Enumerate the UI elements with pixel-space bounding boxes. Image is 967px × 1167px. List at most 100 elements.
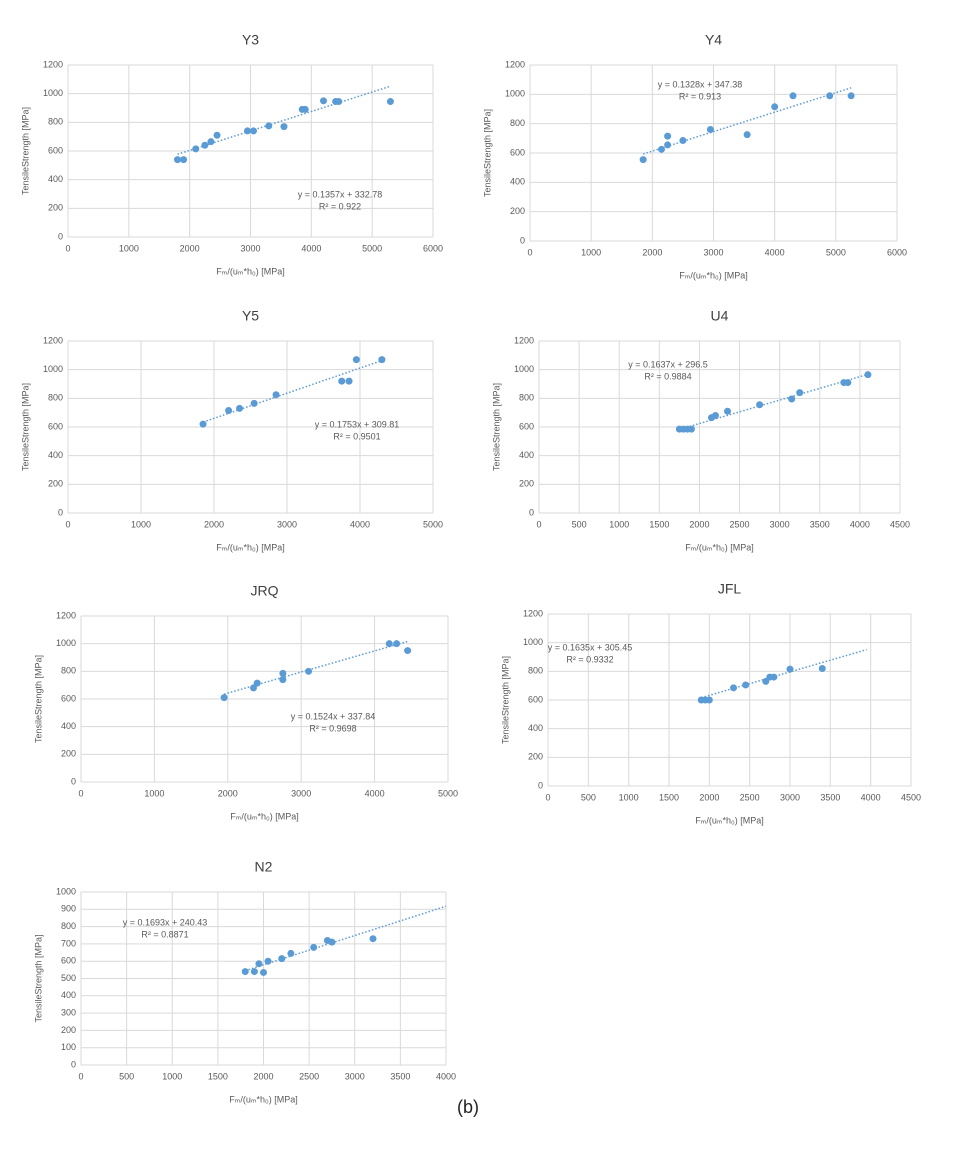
trendline: [642, 87, 852, 155]
x-tick-label: 4500: [890, 519, 910, 529]
x-tick-label: 3000: [291, 788, 311, 798]
x-tick-label: 6000: [423, 243, 443, 253]
chart-title: U4: [711, 308, 729, 324]
y-axis-label: TensileStrength [MPa]: [33, 655, 43, 743]
point: [201, 141, 209, 149]
chart-title: JFL: [718, 581, 742, 597]
y-tick-label: 400: [61, 990, 76, 1000]
trendline: [202, 359, 383, 423]
point: [847, 92, 855, 100]
y-tick-label: 400: [48, 450, 63, 460]
x-tick-label: 3500: [820, 792, 840, 802]
x-tick-label: 5000: [362, 243, 382, 253]
y-tick-label: 0: [71, 1059, 76, 1069]
y-tick-label: 1000: [505, 89, 525, 99]
trendline-equation: y = 0.1693x + 240.43: [123, 917, 208, 927]
y-tick-label: 1000: [56, 638, 76, 648]
y-tick-label: 400: [61, 721, 76, 731]
point: [301, 105, 309, 113]
point: [742, 681, 750, 689]
trendline-equation: y = 0.1635x + 305.45: [548, 642, 633, 652]
x-axis-label: Fₘ/(uₘ*h₀) [MPa]: [685, 542, 753, 552]
point: [345, 377, 353, 385]
point: [796, 389, 804, 397]
point: [385, 640, 393, 648]
trendline-r2: R² = 0.8871: [141, 929, 188, 939]
x-tick-label: 1500: [208, 1071, 228, 1081]
point: [369, 935, 377, 943]
x-axis-label: Fₘ/(uₘ*h₀) [MPa]: [229, 1094, 297, 1104]
point: [250, 399, 258, 407]
x-axis-label: Fₘ/(uₘ*h₀) [MPa]: [216, 266, 284, 276]
trendline-r2: R² = 0.913: [679, 91, 721, 101]
x-tick-label: 3000: [770, 519, 790, 529]
y-axis-label: TensileStrength [MPa]: [20, 383, 30, 471]
x-tick-label: 2000: [642, 247, 662, 257]
x-tick-label: 500: [119, 1071, 134, 1081]
trendline-equation: y = 0.1753x + 309.81: [315, 419, 400, 429]
point: [236, 404, 244, 412]
point: [265, 122, 273, 130]
trendline-equation: y = 0.1328x + 347.38: [658, 79, 743, 89]
point: [253, 679, 261, 687]
x-tick-label: 3000: [277, 519, 297, 529]
y-tick-label: 800: [48, 393, 63, 403]
trendline-r2: R² = 0.9332: [566, 654, 613, 664]
y-tick-label: 200: [528, 752, 543, 762]
point: [664, 141, 672, 149]
point: [724, 407, 732, 415]
y-tick-label: 0: [529, 507, 534, 517]
point: [220, 694, 228, 702]
y-axis-label: TensileStrength [MPa]: [491, 383, 501, 471]
x-tick-label: 3500: [390, 1071, 410, 1081]
point: [174, 156, 181, 164]
x-tick-label: 4500: [901, 792, 921, 802]
x-axis-label: Fₘ/(uₘ*h₀) [MPa]: [679, 270, 747, 280]
x-tick-label: 2000: [204, 519, 224, 529]
x-tick-label: 1000: [119, 243, 139, 253]
trendline-r2: R² = 0.922: [319, 201, 361, 211]
x-tick-label: 3000: [240, 243, 260, 253]
y-tick-label: 1000: [56, 886, 76, 896]
point: [213, 131, 221, 139]
point: [756, 401, 764, 409]
point: [788, 395, 796, 403]
point: [743, 131, 751, 139]
y-tick-label: 400: [48, 174, 63, 184]
point: [255, 960, 263, 968]
y-axis-label: TensileStrength [MPa]: [500, 656, 510, 744]
y-tick-label: 0: [71, 776, 76, 786]
x-tick-label: 2000: [180, 243, 200, 253]
point: [658, 145, 666, 153]
x-tick-label: 4000: [436, 1071, 456, 1081]
x-tick-label: 0: [78, 788, 83, 798]
y-tick-label: 600: [61, 956, 76, 966]
chart-title: Y5: [242, 308, 259, 324]
point: [844, 379, 852, 387]
chart-title: Y3: [242, 32, 259, 48]
point: [328, 938, 336, 946]
x-tick-label: 1000: [144, 788, 164, 798]
chart-title: Y4: [705, 32, 722, 48]
y-tick-label: 400: [519, 450, 534, 460]
y-tick-label: 800: [519, 393, 534, 403]
x-tick-label: 2000: [253, 1071, 273, 1081]
point: [386, 98, 394, 106]
x-tick-label: 3000: [345, 1071, 365, 1081]
point: [404, 647, 412, 655]
trendline-equation: y = 0.1524x + 337.84: [291, 711, 376, 721]
y-tick-label: 600: [519, 421, 534, 431]
x-tick-label: 3000: [703, 247, 723, 257]
point: [789, 92, 797, 100]
point: [199, 420, 207, 428]
x-tick-label: 0: [65, 243, 70, 253]
y-tick-label: 600: [48, 421, 63, 431]
y-tick-label: 1000: [43, 364, 63, 374]
x-tick-label: 1000: [619, 792, 639, 802]
y-tick-label: 600: [48, 145, 63, 155]
chart-title: N2: [255, 859, 273, 875]
point: [279, 676, 287, 684]
caption: (b): [457, 1097, 479, 1117]
x-tick-label: 2500: [299, 1071, 319, 1081]
point: [241, 968, 249, 976]
